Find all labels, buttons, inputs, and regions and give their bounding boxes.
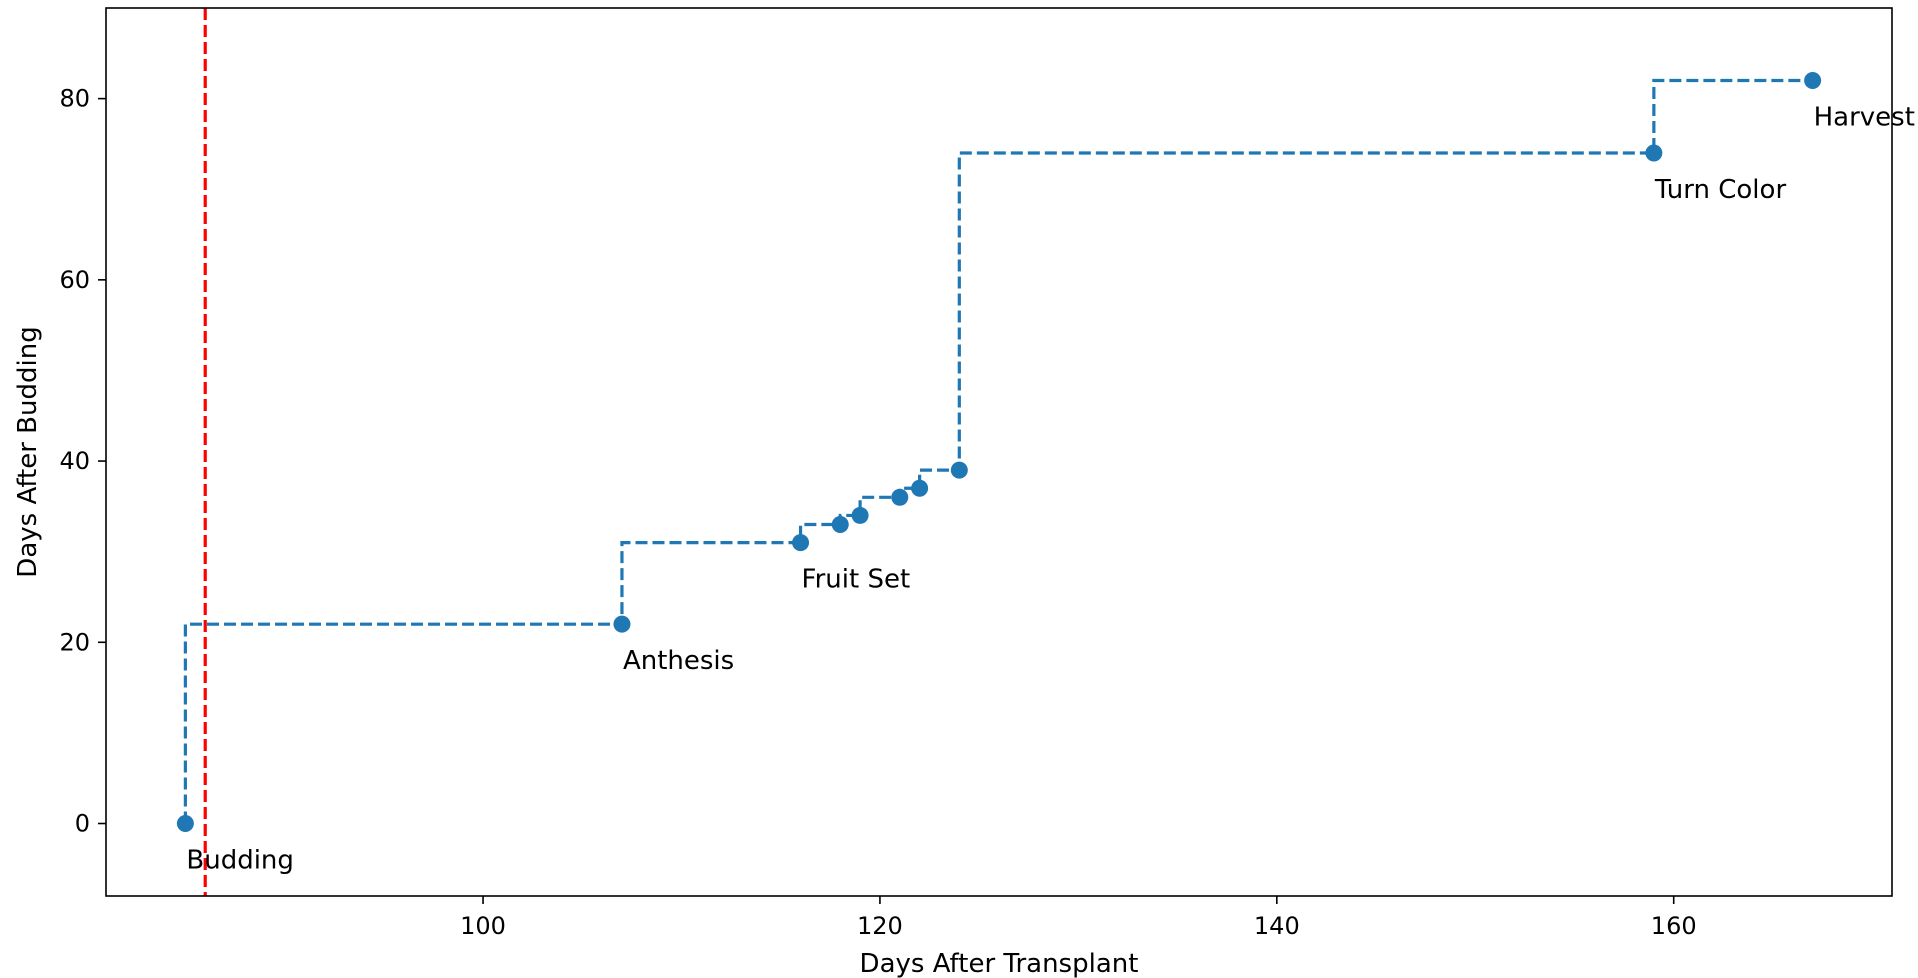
data-point <box>911 479 929 497</box>
annotation-label: Harvest <box>1814 102 1915 132</box>
annotation-label: Fruit Set <box>802 565 911 595</box>
y-tick-label: 20 <box>59 628 90 656</box>
data-point <box>950 461 968 479</box>
x-tick-label: 140 <box>1254 912 1300 940</box>
annotation-label: Anthesis <box>623 646 734 676</box>
data-point <box>613 615 631 633</box>
y-tick-label: 40 <box>59 447 90 475</box>
x-axis-label: Days After Transplant <box>860 949 1139 978</box>
x-tick-label: 120 <box>857 912 903 940</box>
y-tick-label: 0 <box>75 810 90 838</box>
data-point <box>792 534 810 552</box>
annotation-label: Turn Color <box>1654 175 1787 205</box>
plot-frame <box>105 7 1893 897</box>
x-tick-label: 100 <box>460 912 506 940</box>
y-tick-label: 60 <box>59 266 90 294</box>
data-point <box>1645 144 1663 162</box>
y-axis-label: Days After Budding <box>13 326 43 577</box>
data-point <box>891 488 909 506</box>
y-tick-label: 80 <box>59 85 90 113</box>
data-point <box>831 515 849 533</box>
data-point <box>176 815 194 833</box>
data-point <box>1804 71 1822 89</box>
annotation-label: Budding <box>186 846 294 876</box>
data-point <box>851 506 869 524</box>
x-tick-label: 160 <box>1651 912 1697 940</box>
series-step-line <box>183 78 1813 824</box>
